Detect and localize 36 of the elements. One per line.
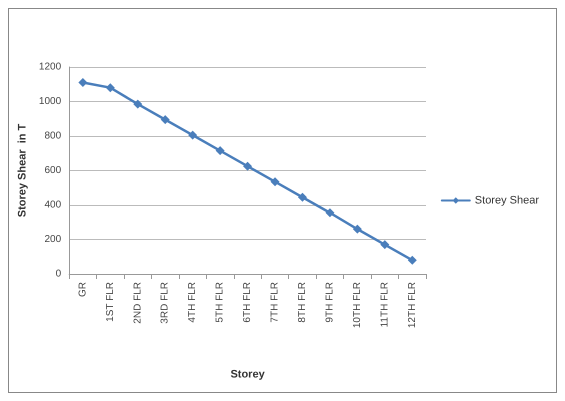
x-axis-title: Storey bbox=[230, 368, 266, 380]
x-tick-label: 9TH FLR bbox=[324, 282, 336, 323]
point bbox=[408, 256, 417, 265]
y-tick-label: 200 bbox=[44, 234, 62, 245]
legend-label: Storey Shear bbox=[474, 194, 540, 206]
point bbox=[325, 208, 334, 218]
point bbox=[270, 177, 280, 186]
point bbox=[106, 83, 115, 92]
y-tick-label: 0 bbox=[56, 268, 62, 280]
x-tick-label: 3RD FLR bbox=[160, 282, 171, 324]
x-tick-label: 8TH FLR bbox=[296, 282, 308, 323]
x-tick-label: 4TH FLR bbox=[187, 282, 198, 323]
x-tick-label: 10TH FLR bbox=[352, 282, 363, 328]
point bbox=[298, 192, 307, 202]
point bbox=[133, 100, 142, 109]
x-tick-label: 12TH FLR bbox=[406, 282, 418, 328]
y-tick-label: 400 bbox=[44, 200, 62, 210]
x-tick-label: 11TH FLR bbox=[379, 282, 390, 328]
point bbox=[352, 224, 362, 234]
x-tick-label: GR bbox=[77, 282, 88, 297]
x-tick-label: 6TH FLR bbox=[242, 282, 254, 323]
y-axis-title: Storey Shear in T bbox=[16, 123, 28, 218]
x-tick-label: 5TH FLR bbox=[214, 282, 226, 323]
x-tick-label: 2ND FLR bbox=[132, 282, 144, 324]
y-tick-label: 1200 bbox=[38, 62, 62, 72]
point bbox=[243, 162, 252, 171]
point bbox=[380, 240, 390, 250]
x-tick-label: 1ST FLR bbox=[104, 282, 116, 322]
y-tick-label: 1000 bbox=[38, 96, 62, 107]
y-tick-label: 600 bbox=[44, 165, 62, 176]
point bbox=[78, 78, 88, 88]
point bbox=[188, 130, 198, 140]
y-tick-label: 800 bbox=[44, 130, 62, 142]
x-tick-label: 7TH FLR bbox=[270, 282, 281, 323]
point bbox=[216, 146, 225, 156]
point bbox=[160, 115, 170, 124]
